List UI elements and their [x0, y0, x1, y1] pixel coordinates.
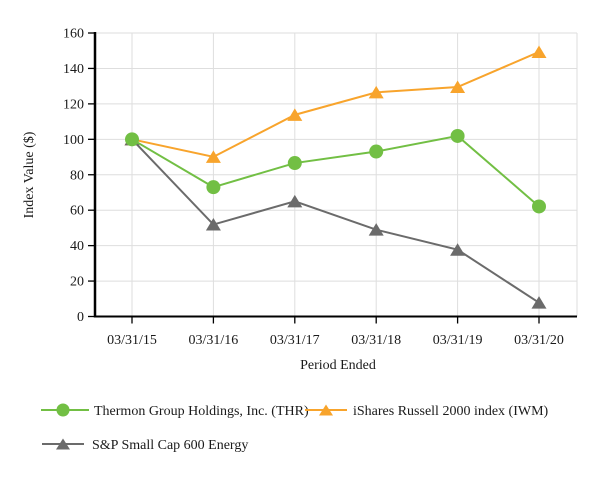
- data-point-marker: [531, 45, 547, 58]
- data-point-marker: [287, 156, 302, 171]
- y-tick-label: 140: [63, 62, 84, 77]
- y-tick-label: 0: [77, 310, 84, 325]
- x-tick-label: 03/31/20: [514, 333, 564, 348]
- data-point-marker: [450, 80, 466, 94]
- series-line: [131, 138, 540, 304]
- y-axis-title: Index Value ($): [22, 131, 37, 218]
- data-point-marker: [125, 132, 139, 147]
- data-point-marker: [287, 194, 303, 208]
- data-point-marker: [369, 144, 384, 159]
- circle-marker-icon: [41, 403, 89, 417]
- data-point-marker: [206, 180, 221, 195]
- y-tick-label: 100: [63, 133, 84, 148]
- data-point-marker: [205, 218, 221, 231]
- data-point-marker: [287, 108, 303, 121]
- y-tick-label: 160: [63, 27, 84, 42]
- data-point-marker: [531, 296, 547, 309]
- x-axis-title: Period Ended: [300, 358, 376, 373]
- legend-item-thr: Thermon Group Holdings, Inc. (THR): [41, 403, 309, 419]
- series-0: [125, 128, 546, 214]
- y-tick-label: 80: [70, 168, 84, 183]
- y-tick-label: 20: [70, 275, 84, 290]
- series-line: [131, 134, 540, 208]
- data-point-marker: [368, 223, 384, 236]
- triangle-marker-icon: [42, 438, 84, 450]
- tick-labels: 0 20 40 60 80 100 120 140 160 03/31/15 03/31/16 03/…: [63, 27, 564, 349]
- legend-label-thr: Thermon Group Holdings, Inc. (THR): [94, 404, 309, 419]
- triangle-marker-icon: [305, 404, 347, 416]
- data-point-marker: [450, 243, 466, 256]
- x-tick-label: 03/31/18: [351, 333, 401, 348]
- legend: Thermon Group Holdings, Inc. (THR) iShar…: [41, 403, 549, 453]
- x-tick-label: 03/31/16: [189, 333, 239, 348]
- legend-item-sp600: S&P Small Cap 600 Energy: [42, 438, 248, 453]
- data-point-marker: [368, 85, 384, 99]
- gridlines: [95, 32, 578, 317]
- y-tick-label: 60: [70, 204, 84, 219]
- axes: [88, 32, 577, 324]
- x-tick-label: 03/31/15: [107, 333, 157, 348]
- series-line: [131, 51, 540, 158]
- x-tick-label: 03/31/17: [270, 333, 320, 348]
- x-tick-label: 03/31/19: [433, 333, 483, 348]
- data-point-marker: [532, 199, 546, 214]
- legend-item-iwm: iShares Russell 2000 index (IWM): [305, 404, 549, 419]
- data-point-marker: [450, 128, 465, 143]
- plot-series: [124, 45, 547, 309]
- y-tick-label: 40: [70, 239, 84, 254]
- y-tick-label: 120: [63, 97, 84, 112]
- legend-label-sp600: S&P Small Cap 600 Energy: [92, 438, 248, 453]
- data-point-marker: [205, 150, 221, 163]
- legend-label-iwm: iShares Russell 2000 index (IWM): [353, 404, 549, 419]
